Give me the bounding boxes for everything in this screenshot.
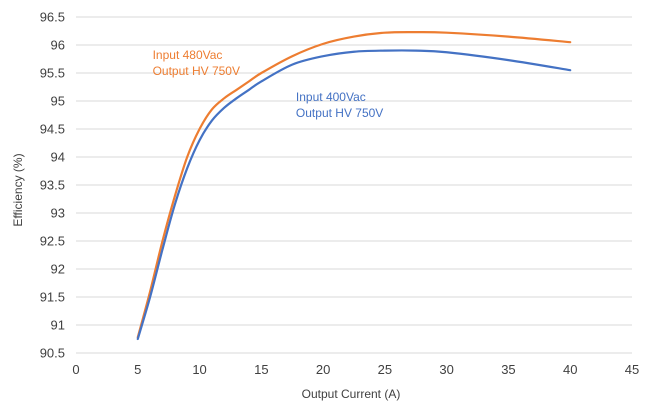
x-tick-label: 40 — [563, 362, 577, 377]
x-tick-label: 10 — [192, 362, 206, 377]
y-tick-label: 92.5 — [40, 234, 65, 249]
x-tick-label: 20 — [316, 362, 330, 377]
y-tick-label: 94.5 — [40, 122, 65, 137]
series-lines — [136, 30, 572, 341]
y-tick-label: 91 — [51, 318, 65, 333]
y-tick-label: 95.5 — [40, 66, 65, 81]
x-tick-label: 45 — [625, 362, 639, 377]
y-tick-label: 92 — [51, 262, 65, 277]
annotation-line: Input 400Vac — [296, 90, 366, 104]
series-annotation: Input 480Vac Output HV 750V — [153, 48, 240, 78]
y-tick-label: 96 — [51, 38, 65, 53]
x-tick-label: 35 — [501, 362, 515, 377]
series-line-1 — [136, 49, 572, 341]
gridlines — [76, 16, 632, 354]
x-tick-label: 25 — [378, 362, 392, 377]
x-axis-ticks: 0 5 10 15 20 25 30 35 40 45 — [72, 362, 639, 377]
series-annotations: Input 480Vac Output HV 750V Input 400Vac Ou… — [153, 48, 384, 120]
x-tick-label: 30 — [439, 362, 453, 377]
y-tick-label: 93 — [51, 206, 65, 221]
series-line-0 — [136, 30, 572, 339]
annotation-line: Input 480Vac — [153, 48, 223, 62]
series-annotation: Input 400Vac Output HV 750V — [296, 90, 383, 120]
y-axis-ticks: 90.5 91 91.5 92 92.5 93 93.5 94 94.5 95 95.5 96 96.5 — [40, 10, 65, 361]
y-axis-title: Efficiency (%) — [11, 153, 25, 226]
y-tick-label: 95 — [51, 94, 65, 109]
y-tick-label: 90.5 — [40, 346, 65, 361]
y-tick-label: 96.5 — [40, 10, 65, 25]
annotation-line: Output HV 750V — [153, 64, 240, 78]
y-tick-label: 94 — [51, 150, 65, 165]
annotation-line: Output HV 750V — [296, 106, 383, 120]
x-tick-label: 5 — [134, 362, 141, 377]
y-tick-label: 91.5 — [40, 290, 65, 305]
x-tick-label: 15 — [254, 362, 268, 377]
x-tick-label: 0 — [72, 362, 79, 377]
y-tick-label: 93.5 — [40, 178, 65, 193]
x-axis-title: Output Current (A) — [302, 387, 401, 401]
